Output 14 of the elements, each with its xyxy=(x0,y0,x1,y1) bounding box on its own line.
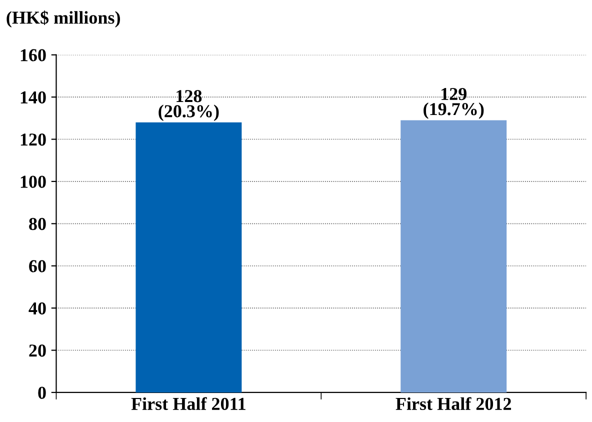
y-tick-label: 20 xyxy=(29,344,46,357)
data-label: 128 (20.3%) xyxy=(158,90,219,121)
y-tick-label: 100 xyxy=(20,176,46,188)
x-tick-label: First Half 2011 xyxy=(131,397,246,410)
y-tick-label: 120 xyxy=(20,134,46,146)
y-axis-title: (HK$ millions) xyxy=(6,10,120,28)
y-tick-label: 80 xyxy=(29,218,46,230)
y-tick-label: 140 xyxy=(20,91,46,104)
y-tick-label: 0 xyxy=(38,386,46,399)
x-tick-label: First Half 2012 xyxy=(396,397,512,410)
y-tick-label: 160 xyxy=(20,49,46,62)
data-label: 129 (19.7%) xyxy=(424,88,484,119)
y-tick-label: 40 xyxy=(28,302,46,314)
y-tick-label: 60 xyxy=(29,260,46,272)
